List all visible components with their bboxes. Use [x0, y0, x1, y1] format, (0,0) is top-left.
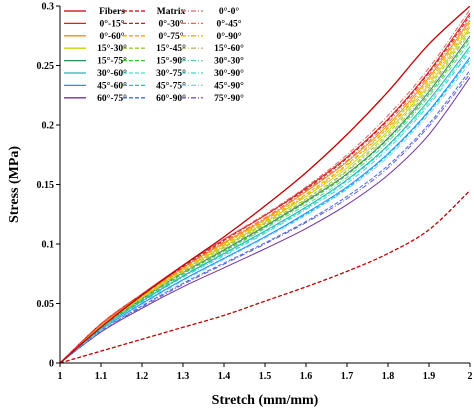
legend-item: 0°-30°: [123, 18, 184, 29]
series-line-18: [60, 56, 470, 363]
x-tick-label: 1.2: [136, 371, 149, 382]
x-tick-label: 1.5: [259, 371, 272, 382]
legend-item: 0°-90°: [181, 31, 242, 42]
legend-label: 15°-30°: [97, 43, 127, 54]
legend-item: 30°-60°: [64, 68, 127, 79]
x-tick-label: 1.4: [218, 371, 231, 382]
y-tick-label: 0.1: [42, 240, 55, 251]
legend-item: 15°-60°: [181, 43, 244, 54]
legend-label: 15°-75°: [97, 56, 127, 67]
series-line-20: [60, 62, 470, 363]
legend-item: 75°-90°: [181, 93, 244, 104]
legend-item: 60°-75°: [64, 93, 127, 104]
legend-label: 30°-30°: [214, 56, 244, 67]
series-line-1: [60, 189, 470, 363]
x-tick-label: 1.7: [341, 371, 354, 382]
legend-item: 15°-30°: [64, 43, 127, 54]
legend-item: 15°-45°: [123, 43, 186, 54]
legend-label: 0°-60°: [99, 31, 124, 42]
legend-item: 0°-45°: [181, 18, 242, 29]
series-line-22: [60, 69, 470, 363]
legend-item: 15°-75°: [64, 56, 127, 67]
y-tick-label: 0.05: [37, 299, 55, 310]
legend-item: 0°-15°: [64, 18, 125, 29]
legend-label: 0°-15°: [99, 18, 124, 29]
legend: Fibers Matrix 0°-0° 0°-15° 0°-30° 0°-45° 0°-60…: [64, 6, 244, 104]
legend-item: 0°-0°: [181, 6, 239, 17]
legend-item: 60°-90°: [123, 93, 186, 104]
series-line-9: [60, 27, 470, 363]
legend-label: 30°-90°: [214, 68, 244, 79]
legend-item: Matrix: [123, 7, 185, 17]
series-line-11: [60, 31, 470, 363]
legend-item: 45°-60°: [64, 80, 127, 91]
legend-item: 45°-90°: [181, 80, 244, 91]
x-tick-label: 1.1: [95, 371, 108, 382]
y-tick-label: 0: [49, 359, 54, 370]
series-line-2: [60, 9, 470, 363]
legend-label: 0°-75°: [158, 31, 183, 42]
legend-label: 0°-30°: [158, 18, 183, 29]
legend-label: 45°-75°: [156, 80, 186, 91]
legend-label: 60°-75°: [97, 93, 127, 104]
legend-label: 30°-60°: [97, 68, 127, 79]
x-tick-label: 1.8: [382, 371, 395, 382]
x-tick-label: 1.3: [177, 371, 190, 382]
x-tick-label: 1.9: [423, 371, 436, 382]
x-tick-label: 1: [58, 371, 63, 382]
legend-item: 45°-75°: [123, 80, 186, 91]
series-line-17: [60, 50, 470, 363]
legend-label: 0°-45°: [216, 18, 241, 29]
legend-item: 30°-90°: [181, 68, 244, 79]
plot-lines: [60, 6, 470, 363]
x-tick-label: 2: [468, 371, 473, 382]
y-tick-label: 0.25: [37, 61, 55, 72]
legend-label: 45°-90°: [214, 80, 244, 91]
legend-label: 75°-90°: [214, 93, 244, 104]
legend-item: Fibers: [64, 7, 125, 17]
legend-label: Fibers: [99, 7, 125, 17]
y-tick-label: 0.3: [42, 2, 55, 13]
x-axis-title: Stretch (mm/mm): [212, 393, 319, 408]
legend-label: 60°-90°: [156, 93, 186, 104]
legend-item: 30°-30°: [181, 56, 244, 67]
legend-label: 45°-60°: [97, 80, 127, 91]
y-tick-label: 0.2: [42, 121, 55, 132]
legend-label: Matrix: [157, 7, 186, 17]
series-line-21: [60, 77, 470, 363]
legend-label: 15°-45°: [156, 43, 186, 54]
series-line-13: [60, 37, 470, 363]
legend-label: 15°-60°: [214, 43, 244, 54]
y-axis-title: Stress (MPa): [7, 146, 22, 223]
series-line-0: [60, 6, 470, 363]
series-line-15: [60, 46, 470, 363]
series-line-16: [60, 48, 470, 363]
legend-label: 15°-90°: [156, 56, 186, 67]
legend-label: 0°-90°: [216, 31, 241, 42]
legend-label: 30°-75°: [156, 68, 186, 79]
series-line-23: [60, 73, 470, 363]
legend-item: 0°-75°: [123, 31, 184, 42]
x-tick-label: 1.6: [300, 371, 313, 382]
legend-item: 30°-75°: [123, 68, 186, 79]
legend-label: 0°-0°: [219, 6, 239, 17]
axes: 1 1.1 1.2 1.3 1.4 1.5 1.6 1.7 1.8 1.9 2 0 0.05 0.1 0.1…: [37, 2, 473, 383]
y-tick-label: 0.15: [37, 180, 55, 191]
legend-item: 0°-60°: [64, 31, 125, 42]
legend-item: 15°-90°: [123, 56, 186, 67]
